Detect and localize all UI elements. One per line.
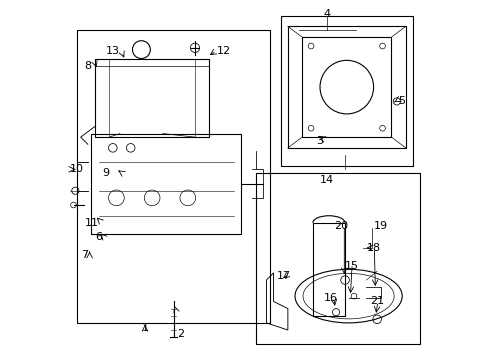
Text: 12: 12 xyxy=(217,46,231,57)
Text: 18: 18 xyxy=(367,243,381,253)
Text: 3: 3 xyxy=(317,136,323,146)
Text: 19: 19 xyxy=(374,221,388,231)
Text: 8: 8 xyxy=(84,61,92,71)
Text: 16: 16 xyxy=(324,293,338,303)
Text: 17: 17 xyxy=(277,271,292,282)
Text: 13: 13 xyxy=(106,46,120,57)
Text: 21: 21 xyxy=(370,296,384,306)
Text: 11: 11 xyxy=(85,218,98,228)
Text: 2: 2 xyxy=(177,329,184,339)
Bar xyxy=(77,30,270,323)
Text: 14: 14 xyxy=(320,175,334,185)
Text: 20: 20 xyxy=(334,221,348,231)
Text: 10: 10 xyxy=(70,164,84,174)
Bar xyxy=(256,173,420,344)
Text: 5: 5 xyxy=(398,96,406,107)
Text: 15: 15 xyxy=(345,261,359,271)
Bar xyxy=(281,16,413,166)
Text: 1: 1 xyxy=(142,323,148,333)
Text: 9: 9 xyxy=(102,168,109,178)
Text: 7: 7 xyxy=(81,250,88,260)
Text: 6: 6 xyxy=(95,232,102,242)
Text: 4: 4 xyxy=(323,9,331,19)
